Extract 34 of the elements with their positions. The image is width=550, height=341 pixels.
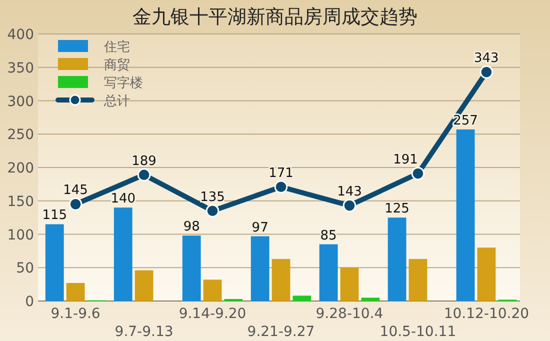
x-tick-label: 9.14-9.20 bbox=[178, 306, 246, 322]
data-label: 171 bbox=[268, 166, 294, 181]
y-tick-label: 350 bbox=[7, 60, 34, 76]
y-tick-label: 400 bbox=[7, 27, 34, 43]
y-tick-label: 100 bbox=[7, 227, 34, 244]
x-tick-label: 9.21-9.27 bbox=[247, 324, 315, 340]
x-tick-label: 9.1-9.6 bbox=[50, 306, 100, 322]
x-tick-label: 9.28-10.4 bbox=[316, 306, 384, 322]
data-label: 189 bbox=[132, 154, 156, 169]
x-tick-label: 9.7-9.13 bbox=[114, 324, 174, 340]
x-tick-label: 10.12-10.20 bbox=[444, 306, 530, 322]
y-tick-label: 0 bbox=[25, 294, 34, 310]
data-label: 115 bbox=[42, 208, 68, 224]
data-label: 135 bbox=[200, 190, 225, 205]
y-tick-label: 200 bbox=[7, 160, 34, 176]
data-label: 343 bbox=[474, 51, 499, 66]
data-label: 98 bbox=[183, 220, 200, 235]
data-label: 125 bbox=[384, 202, 410, 217]
legend-label: 总计 bbox=[103, 94, 130, 109]
data-label: 85 bbox=[320, 228, 337, 244]
data-label: 140 bbox=[110, 192, 136, 207]
y-tick-label: 300 bbox=[7, 94, 34, 110]
data-label: 97 bbox=[252, 220, 268, 236]
y-tick-label: 250 bbox=[7, 127, 34, 144]
legend-label: 写字楼 bbox=[104, 75, 143, 91]
y-tick-label: 50 bbox=[16, 260, 34, 277]
chart-title: 金九银十平湖新商品房周成交趋势 bbox=[132, 6, 418, 28]
legend-label: 住宅 bbox=[103, 39, 130, 55]
data-label: 191 bbox=[393, 152, 418, 168]
y-tick-label: 150 bbox=[7, 194, 34, 210]
data-label: 143 bbox=[337, 184, 362, 200]
x-tick-label: 10.5-10.11 bbox=[380, 324, 456, 340]
legend-label: 商贸 bbox=[104, 58, 130, 73]
data-label: 145 bbox=[63, 183, 88, 198]
